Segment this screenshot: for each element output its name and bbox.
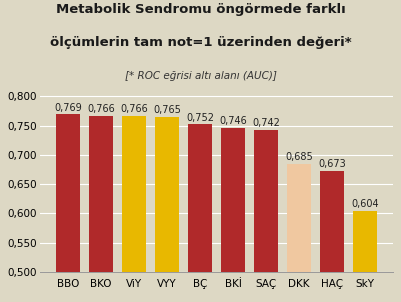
Text: Metabolik Sendromu öngörmede farklı: Metabolik Sendromu öngörmede farklı bbox=[56, 3, 345, 16]
Text: 0,742: 0,742 bbox=[252, 118, 280, 128]
Bar bbox=[320, 171, 344, 302]
Bar bbox=[353, 211, 377, 302]
Bar bbox=[56, 114, 80, 302]
Bar bbox=[221, 128, 245, 302]
Text: 0,685: 0,685 bbox=[285, 152, 313, 162]
Text: 0,673: 0,673 bbox=[318, 159, 346, 169]
Bar bbox=[122, 116, 146, 302]
Bar bbox=[287, 164, 311, 302]
Text: 0,766: 0,766 bbox=[87, 104, 115, 114]
Text: 0,604: 0,604 bbox=[351, 199, 379, 209]
Bar bbox=[155, 117, 179, 302]
Text: 0,752: 0,752 bbox=[186, 113, 214, 123]
Text: 0,765: 0,765 bbox=[153, 105, 181, 115]
Bar bbox=[188, 124, 212, 302]
Text: 0,746: 0,746 bbox=[219, 116, 247, 126]
Text: [* ROC eğrisi altı alanı (AUC)]: [* ROC eğrisi altı alanı (AUC)] bbox=[125, 71, 276, 81]
Text: 0,769: 0,769 bbox=[54, 103, 82, 113]
Bar bbox=[89, 116, 113, 302]
Text: ölçümlerin tam not=1 üzerinden değeri*: ölçümlerin tam not=1 üzerinden değeri* bbox=[50, 36, 351, 49]
Bar bbox=[254, 130, 278, 302]
Text: 0,766: 0,766 bbox=[120, 104, 148, 114]
